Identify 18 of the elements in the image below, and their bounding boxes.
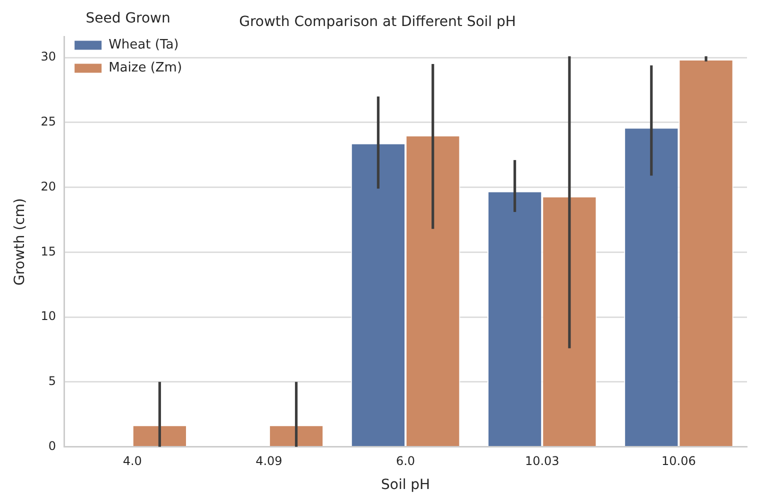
y-tick-label: 15 [40,244,56,258]
x-tick-label: 4.09 [256,454,282,468]
legend-label: Wheat (Ta) [108,38,179,53]
y-axis-title: Growth (cm) [12,198,28,286]
x-tick-label: 6.0 [396,454,416,468]
y-tick-label: 30 [40,50,56,64]
x-tick-label: 4.0 [122,454,142,468]
chart-title: Growth Comparison at Different Soil pH [239,14,516,30]
x-tick-label: 10.03 [524,454,560,468]
y-tick-label: 5 [48,374,56,388]
legend-label: Maize (Zm) [108,60,182,76]
y-tick-label: 20 [40,179,56,194]
x-tick-label: 10.06 [662,454,696,468]
y-tick-label: 10 [40,309,56,324]
x-axis-title: Soil pH [380,477,430,494]
legend-title: Seed Grown [86,10,170,27]
y-tick-label: 25 [40,114,56,129]
y-tick-label: 0 [48,438,56,453]
